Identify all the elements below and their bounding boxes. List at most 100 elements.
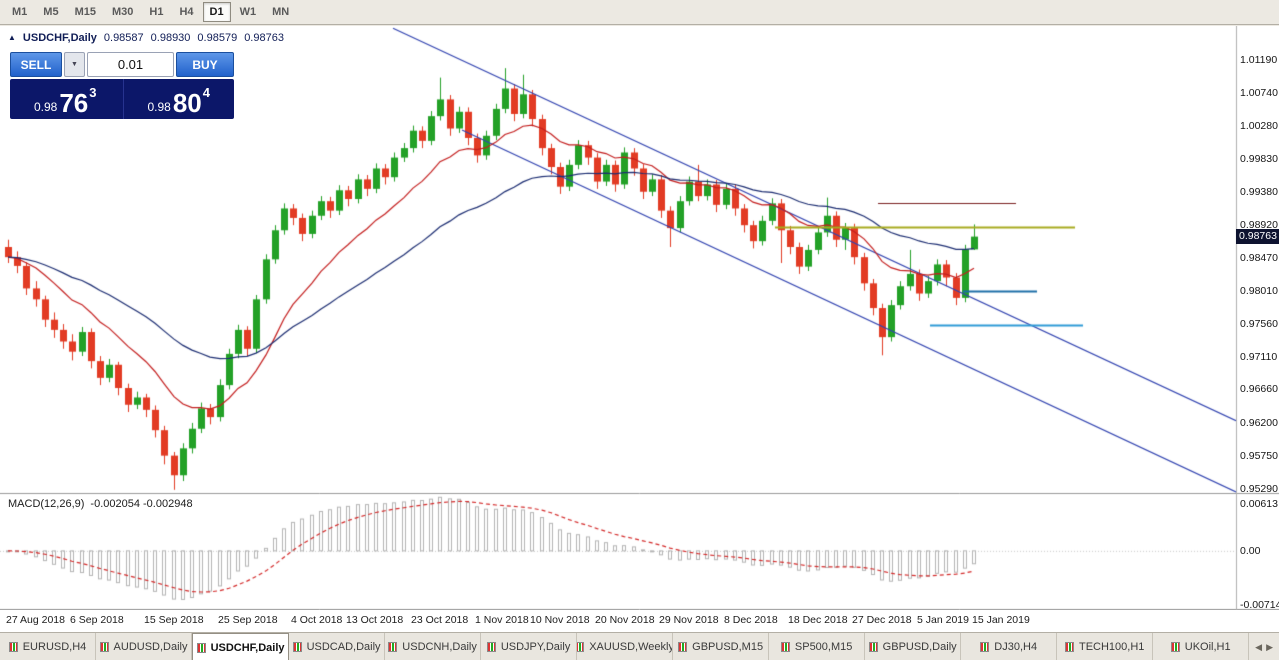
price-axis-label: 0.99380 bbox=[1240, 185, 1278, 198]
chart-icon bbox=[8, 642, 18, 652]
chart-title: ▲ USDCHF,Daily 0.98587 0.98930 0.98579 0… bbox=[8, 32, 284, 44]
chart-icon bbox=[196, 642, 206, 653]
price-axis-label: 0.98470 bbox=[1240, 251, 1278, 264]
chart-tab-usdchf-daily[interactable]: USDCHF,Daily bbox=[192, 633, 290, 660]
price-axis-label: 1.00740 bbox=[1240, 86, 1278, 99]
tab-label: USDCHF,Daily bbox=[210, 641, 285, 654]
date-axis-label: 27 Dec 2018 bbox=[852, 614, 912, 626]
chart-icon bbox=[577, 642, 585, 652]
tab-label: USDJPY,Daily bbox=[500, 641, 571, 653]
tab-label: XAUUSD,Weekly bbox=[589, 641, 674, 653]
tab-list: EURUSD,H4 AUDUSD,Daily USDCHF,Daily USDCAD,… bbox=[0, 633, 1250, 660]
chart-tab-ukoil-h1[interactable]: UKOil,H1 bbox=[1153, 633, 1250, 660]
date-axis-label: 10 Nov 2018 bbox=[530, 614, 590, 626]
chart-icon bbox=[678, 642, 688, 652]
date-axis-label: 4 Oct 2018 bbox=[291, 614, 343, 626]
chart-tab-gbpusd-daily[interactable]: GBPUSD,Daily bbox=[865, 633, 962, 660]
ask-big-figure: 0.98 bbox=[147, 99, 171, 114]
chart-icon bbox=[292, 642, 302, 652]
chart-tab-tech100-h1[interactable]: TECH100,H1 bbox=[1057, 633, 1154, 660]
timeframe-button-d1[interactable]: D1 bbox=[202, 2, 231, 22]
lot-dropdown-button[interactable]: ▼ bbox=[64, 52, 85, 77]
indicator-label: MACD(12,26,9) -0.002054 -0.002948 bbox=[8, 498, 193, 510]
tab-scroll-controls: ◀ ▶ bbox=[1249, 633, 1279, 660]
low-value: 0.98579 bbox=[197, 32, 238, 44]
buy-button[interactable]: BUY bbox=[176, 52, 234, 77]
chart-icon bbox=[1170, 642, 1180, 652]
tab-label: USDCNH,Daily bbox=[402, 641, 477, 653]
chart-canvas[interactable] bbox=[0, 26, 1279, 610]
timeframe-button-mn[interactable]: MN bbox=[272, 6, 290, 18]
date-axis-label: 15 Sep 2018 bbox=[144, 614, 204, 626]
tab-label: TECH100,H1 bbox=[1078, 641, 1145, 653]
price-axis-label: 0.98010 bbox=[1240, 285, 1278, 298]
chart-icon bbox=[780, 642, 790, 652]
lot-size-input[interactable] bbox=[87, 52, 174, 77]
tab-scroll-left-button[interactable]: ◀ bbox=[1255, 641, 1263, 652]
tab-scroll-right-button[interactable]: ▶ bbox=[1266, 641, 1273, 652]
current-price-tag: 0.98763 bbox=[1236, 228, 1279, 244]
price-axis-label: 0.99830 bbox=[1240, 153, 1278, 166]
price-axis-label: 0.97110 bbox=[1240, 350, 1278, 363]
collapse-icon[interactable]: ▲ bbox=[8, 33, 16, 42]
price-axis-label: 0.97560 bbox=[1240, 318, 1278, 331]
chart-icon bbox=[1064, 642, 1074, 652]
price-axis[interactable]: 0.98763 1.01190 1.00740 1.00280 0.99830 0.99… bbox=[1236, 26, 1279, 611]
sell-button[interactable]: SELL bbox=[10, 52, 62, 77]
tab-label: SP500,M15 bbox=[794, 641, 853, 653]
date-axis-label: 13 Oct 2018 bbox=[346, 614, 404, 626]
ask-price-display: 0.98 80 4 bbox=[122, 79, 235, 119]
date-axis-label: 18 Dec 2018 bbox=[788, 614, 848, 626]
chart-tab-usdcnh-daily[interactable]: USDCNH,Daily bbox=[385, 633, 482, 660]
chart-tab-usdjpy-daily[interactable]: USDJPY,Daily bbox=[481, 633, 578, 660]
timeframe-button-h4[interactable]: H4 bbox=[179, 6, 194, 18]
timeframe-button-m30[interactable]: M30 bbox=[111, 6, 134, 18]
macd-axis-label: 0.00 bbox=[1240, 544, 1261, 557]
bid-point: 3 bbox=[89, 85, 97, 100]
price-axis-label: 0.95750 bbox=[1240, 449, 1278, 462]
tab-label: GBPUSD,M15 bbox=[692, 641, 764, 653]
timeframe-toolbar: M1 M5 M15 M30 H1 H4 D1 W1 MN bbox=[0, 0, 1279, 25]
price-axis-label: 1.00280 bbox=[1240, 120, 1278, 133]
timeframe-button-m5[interactable]: M5 bbox=[43, 6, 59, 18]
chart-tab-dj30-h4[interactable]: DJ30,H4 bbox=[961, 633, 1058, 660]
chart-tab-eurusd-h4[interactable]: EURUSD,H4 bbox=[0, 633, 97, 660]
chart-tab-gbpusd-m15[interactable]: GBPUSD,M15 bbox=[673, 633, 770, 660]
chart-tab-sp500-m15[interactable]: SP500,M15 bbox=[769, 633, 866, 660]
date-axis-label: 29 Nov 2018 bbox=[659, 614, 719, 626]
tab-label: GBPUSD,Daily bbox=[882, 641, 957, 653]
price-axis-label: 0.96200 bbox=[1240, 416, 1278, 429]
chart-tab-usdcad-daily[interactable]: USDCAD,Daily bbox=[289, 633, 386, 660]
ask-pips: 80 bbox=[172, 87, 202, 118]
date-axis-label: 15 Jan 2019 bbox=[972, 614, 1030, 626]
close-value: 0.98763 bbox=[244, 32, 284, 44]
macd-axis-label: 0.00613 bbox=[1240, 498, 1278, 511]
date-axis-label: 25 Sep 2018 bbox=[218, 614, 278, 626]
date-axis-label: 6 Sep 2018 bbox=[70, 614, 124, 626]
timeframe-button-m15[interactable]: M15 bbox=[74, 6, 96, 18]
date-axis-label: 5 Jan 2019 bbox=[917, 614, 969, 626]
timeframe-button-m1[interactable]: M1 bbox=[12, 6, 28, 18]
date-axis-label: 20 Nov 2018 bbox=[595, 614, 655, 626]
tab-label: USDCAD,Daily bbox=[306, 641, 381, 653]
chart-icon bbox=[99, 642, 109, 652]
date-axis-label: 27 Aug 2018 bbox=[6, 614, 65, 626]
price-axis-label: 1.01190 bbox=[1240, 54, 1278, 67]
open-value: 0.98587 bbox=[103, 32, 144, 44]
tab-label: AUDUSD,Daily bbox=[113, 641, 188, 653]
timeframe-button-h1[interactable]: H1 bbox=[149, 6, 164, 18]
chart-icon bbox=[868, 642, 878, 652]
chart-icon bbox=[486, 642, 496, 652]
chart-tab-bar: EURUSD,H4 AUDUSD,Daily USDCHF,Daily USDCAD,… bbox=[0, 632, 1279, 660]
quote-display: 0.98 76 3 0.98 80 4 bbox=[10, 79, 234, 119]
bid-big-figure: 0.98 bbox=[33, 99, 58, 114]
chart-tab-xauusd-weekly[interactable]: XAUUSD,Weekly bbox=[577, 633, 674, 660]
chart-tab-audusd-daily[interactable]: AUDUSD,Daily bbox=[96, 633, 193, 660]
indicator-values: -0.002054 -0.002948 bbox=[90, 498, 193, 510]
chart-icon bbox=[980, 642, 990, 652]
chart-icon bbox=[388, 642, 398, 652]
price-axis-label: 0.98920 bbox=[1240, 219, 1278, 232]
time-axis[interactable]: 27 Aug 2018 6 Sep 2018 15 Sep 2018 25 Sep 2… bbox=[0, 610, 1279, 632]
timeframe-button-w1[interactable]: W1 bbox=[239, 6, 257, 18]
